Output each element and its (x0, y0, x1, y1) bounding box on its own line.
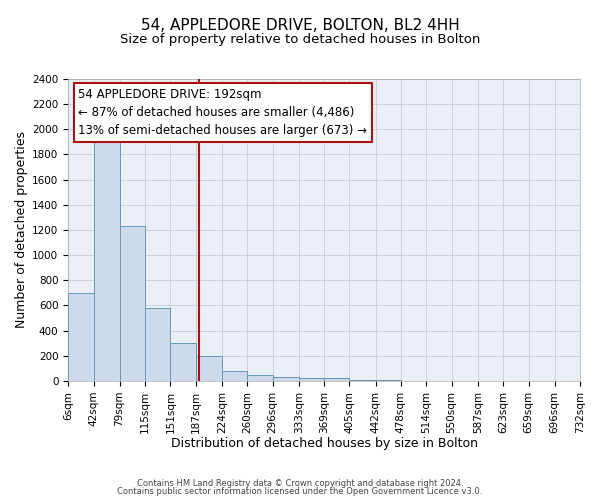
Bar (324, 378, 349, 381)
Bar (145, 308, 170, 381)
Text: Size of property relative to detached houses in Bolton: Size of property relative to detached ho… (120, 32, 480, 46)
Bar (247, 374, 272, 381)
Bar (94, 136, 119, 381)
Text: 54, APPLEDORE DRIVE, BOLTON, BL2 4HH: 54, APPLEDORE DRIVE, BOLTON, BL2 4HH (140, 18, 460, 32)
Text: 54 APPLEDORE DRIVE: 192sqm
← 87% of detached houses are smaller (4,486)
13% of s: 54 APPLEDORE DRIVE: 192sqm ← 87% of deta… (79, 88, 367, 137)
Text: Contains HM Land Registry data © Crown copyright and database right 2024.: Contains HM Land Registry data © Crown c… (137, 478, 463, 488)
Bar (68, 293, 94, 381)
Bar (299, 378, 324, 381)
Y-axis label: Number of detached properties: Number of detached properties (15, 132, 28, 328)
Text: Contains public sector information licensed under the Open Government Licence v3: Contains public sector information licen… (118, 487, 482, 496)
X-axis label: Distribution of detached houses by size in Bolton: Distribution of detached houses by size … (170, 437, 478, 450)
Bar (349, 380, 376, 381)
Bar (222, 371, 247, 381)
Bar (376, 380, 401, 381)
Bar (170, 343, 196, 381)
Bar (119, 226, 145, 381)
Bar (272, 377, 299, 381)
Bar (196, 356, 222, 381)
